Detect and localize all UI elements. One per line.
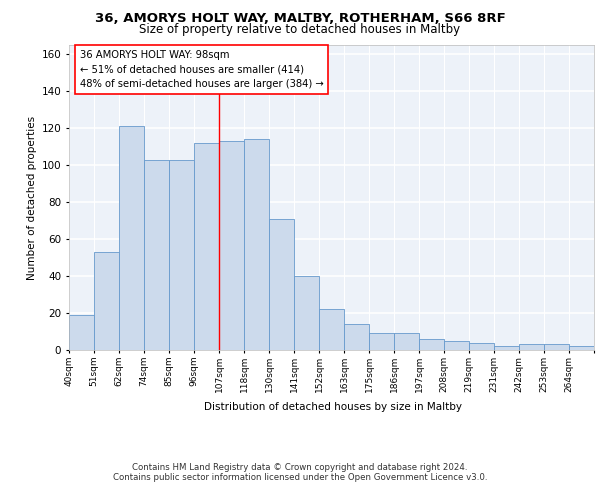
Text: 36 AMORYS HOLT WAY: 98sqm
← 51% of detached houses are smaller (414)
48% of semi: 36 AMORYS HOLT WAY: 98sqm ← 51% of detac… (79, 50, 323, 89)
Bar (269, 219, 294, 350)
Bar (394, 334, 419, 350)
Bar (469, 342, 494, 350)
Text: Size of property relative to detached houses in Maltby: Size of property relative to detached ho… (139, 22, 461, 36)
Text: 36, AMORYS HOLT WAY, MALTBY, ROTHERHAM, S66 8RF: 36, AMORYS HOLT WAY, MALTBY, ROTHERHAM, … (95, 12, 505, 24)
Bar (369, 334, 394, 350)
Bar (544, 344, 569, 350)
Bar (519, 344, 544, 350)
Bar (244, 140, 269, 350)
Bar (94, 252, 119, 350)
Bar (419, 339, 444, 350)
Bar (219, 141, 244, 350)
Bar (119, 126, 144, 350)
Bar (169, 160, 194, 350)
Bar (194, 143, 219, 350)
Text: Contains HM Land Registry data © Crown copyright and database right 2024.
Contai: Contains HM Land Registry data © Crown c… (113, 462, 487, 482)
Bar (569, 346, 594, 350)
Bar (344, 324, 369, 350)
Bar (69, 315, 94, 350)
Bar (319, 310, 344, 350)
Text: Distribution of detached houses by size in Maltby: Distribution of detached houses by size … (204, 402, 462, 412)
Bar (444, 341, 469, 350)
Bar (494, 346, 519, 350)
Y-axis label: Number of detached properties: Number of detached properties (28, 116, 37, 280)
Bar (294, 276, 319, 350)
Bar (144, 160, 169, 350)
